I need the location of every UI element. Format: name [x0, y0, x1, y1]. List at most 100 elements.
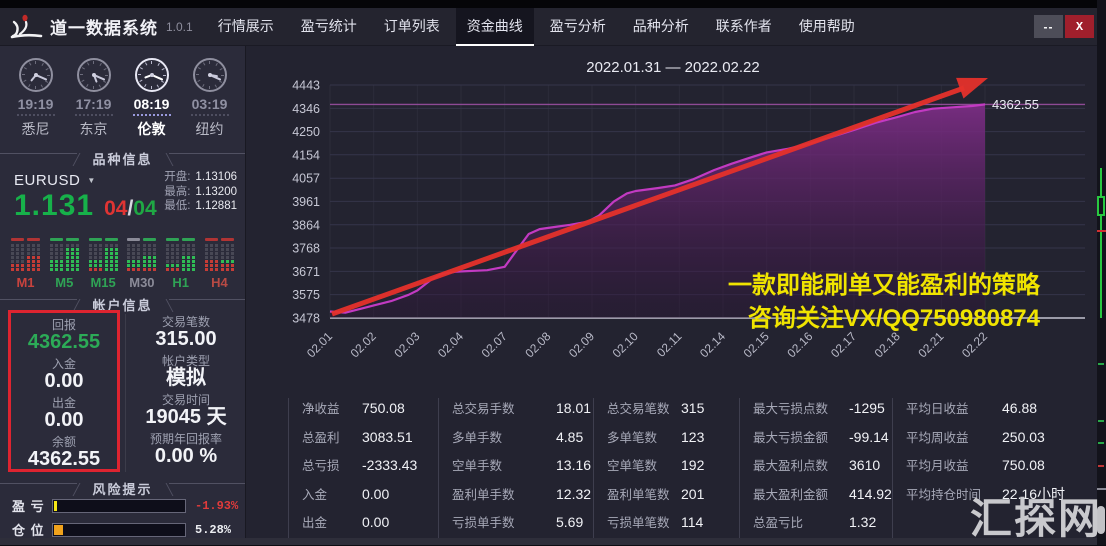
stat-label: 空单笔数 — [607, 459, 658, 473]
svg-text:02.16: 02.16 — [784, 329, 815, 360]
stat-value: 5.69 — [556, 514, 584, 530]
svg-text:02.09: 02.09 — [566, 329, 597, 360]
clock-city: 悉尼 — [21, 121, 50, 137]
svg-text:4057: 4057 — [292, 172, 320, 186]
clock-icon — [18, 58, 53, 92]
app-logo-icon — [10, 14, 44, 40]
section-title: 帐户信息 — [77, 298, 169, 313]
stat-label: 净收益 — [302, 402, 340, 416]
section-header-symbol-info: 品种信息 — [0, 152, 246, 168]
quote-label: 最低: — [164, 200, 191, 212]
account-row-value: 模拟 — [166, 367, 206, 389]
close-button[interactable]: X — [1065, 15, 1094, 38]
stat-value: -2333.43 — [362, 457, 418, 473]
nav-tab-3[interactable]: 资金曲线 — [455, 8, 534, 46]
stat-row: 入金 0.00 — [302, 484, 438, 503]
nav-tab-0[interactable]: 行情展示 — [217, 17, 274, 34]
background-window-strip — [1097, 0, 1106, 545]
dash-fragment — [1098, 363, 1104, 365]
meter-bars — [10, 244, 41, 271]
account-row: 交易笔数 315.00 — [132, 315, 240, 350]
clock-city: 东京 — [79, 121, 108, 137]
timeframe-meter-m5: M5 — [49, 238, 80, 290]
stat-label: 多单手数 — [452, 430, 503, 445]
trend-arrow-line — [331, 85, 965, 317]
x-axis-labels: 02.01 02.02 02.03 02.04 02.07 02.08 02.09 02.10… — [304, 329, 990, 360]
stat-row: 最大盈利金额 414.92 — [753, 484, 892, 503]
timeframe-label: M30 — [129, 275, 155, 290]
quote-label: 最高: — [164, 185, 191, 198]
meter-bars — [49, 244, 80, 271]
clock-time: 17:19 — [75, 96, 112, 112]
sidebar: 19:19 悉尼 17:19 东京 08:19 伦敦 03:19 纽约 品种信息 EURUSD… — [0, 46, 246, 538]
statistics-table: 净收益 750.08 总盈利 3083.51 总亏损 -2333.43 入金 0.00 出金 0.… — [288, 398, 1097, 538]
clock-time: 19:19 — [17, 96, 54, 112]
divider — [125, 314, 126, 472]
symbol-panel: EURUSD ▼ 1.131 04/04 开盘: 1.13106 最高: 1.1320… — [14, 170, 239, 236]
background-button-fragment — [1097, 506, 1105, 534]
stat-label: 总盈亏比 — [753, 516, 804, 530]
risk-progress-bar — [52, 522, 186, 537]
stat-label: 最大盈利金额 — [753, 487, 829, 502]
equity-curve-line — [329, 103, 986, 314]
minimize-button[interactable]: -- — [1034, 15, 1063, 38]
stat-row: 总交易笔数 315 — [607, 398, 739, 417]
clock-city: 伦敦 — [137, 121, 166, 137]
svg-text:4346: 4346 — [292, 102, 320, 116]
nav-tab-7[interactable]: 使用帮助 — [798, 17, 855, 34]
stat-row: 多单手数 4.85 — [452, 427, 593, 446]
nav-tab-2[interactable]: 订单列表 — [383, 17, 440, 34]
quote-value: 1.13200 — [195, 185, 237, 198]
svg-text:4154: 4154 — [292, 148, 320, 162]
world-clock-3: 03:19 纽约 — [182, 58, 237, 139]
risk-progress-bar — [52, 498, 186, 513]
risk-row-1: 仓 位 5.28% — [12, 522, 239, 538]
nav-tab-5[interactable]: 品种分析 — [632, 17, 689, 34]
svg-text:02.04: 02.04 — [435, 329, 466, 360]
stat-value: 18.01 — [556, 400, 592, 416]
symbol-selector[interactable]: EURUSD ▼ — [14, 172, 239, 189]
world-clock-1: 17:19 东京 — [66, 58, 121, 139]
ohlc-quotes: 开盘: 1.13106 最高: 1.13200 最低: 1.12881 — [164, 170, 237, 214]
account-row: 余额 4362.55 — [11, 435, 117, 470]
stat-row: 空单笔数 192 — [607, 455, 739, 474]
account-panel: 回报 4362.55 入金 0.00 出金 0.00 余额 4362.55 交易笔数 315.0… — [6, 310, 239, 478]
svg-text:02.22: 02.22 — [959, 329, 990, 360]
timeframe-meters: M1 M5 M15 M30 H1 H4 — [10, 238, 235, 290]
nav-tab-6[interactable]: 联系作者 — [715, 17, 772, 34]
meter-dash-indicators — [88, 238, 119, 241]
account-row: 回报 4362.55 — [11, 318, 117, 353]
clock-city: 纽约 — [195, 121, 224, 137]
quote-row: 最高: 1.13200 — [164, 185, 237, 200]
meter-dash-indicators — [49, 238, 80, 241]
account-row-label: 余额 — [51, 435, 76, 449]
account-row: 交易时间 19045 天 — [132, 393, 240, 428]
nav-tab-4[interactable]: 盈亏分析 — [549, 17, 606, 34]
nav-tab-1[interactable]: 盈亏统计 — [300, 17, 357, 34]
quote-row: 最低: 1.12881 — [164, 199, 237, 214]
stat-value: 114 — [681, 514, 704, 530]
account-row-label: 预期年回报率 — [149, 432, 222, 446]
svg-text:02.03: 02.03 — [391, 329, 422, 360]
stat-row: 最大亏损金额 -99.14 — [753, 427, 892, 446]
account-row-value: 4362.55 — [27, 448, 101, 470]
clock-dotted-separator — [190, 114, 229, 116]
account-row-value: 4362.55 — [27, 331, 101, 353]
section-header-account-info: 帐户信息 — [0, 298, 246, 314]
price-row: 1.131 04/04 — [14, 190, 239, 222]
stat-row: 最大盈利点数 3610 — [753, 455, 892, 474]
account-row: 帐户类型 模拟 — [132, 354, 240, 389]
stat-value: 3610 — [849, 457, 881, 473]
svg-text:4250: 4250 — [292, 125, 320, 139]
account-row-label: 交易时间 — [161, 393, 210, 407]
world-clock-0: 19:19 悉尼 — [8, 58, 63, 139]
timeframe-meter-h4: H4 — [204, 238, 235, 290]
stat-row: 多单笔数 123 — [607, 427, 739, 446]
timeframe-meter-m15: M15 — [88, 238, 119, 290]
stat-row: 亏损单笔数 114 — [607, 512, 739, 531]
stat-group-4: 平均日收益 46.88 平均周收益 250.03 平均月收益 750.08 平均持仓时间 22… — [892, 398, 1097, 538]
timeframe-label: M5 — [55, 275, 74, 290]
account-row-label: 出金 — [51, 396, 76, 410]
stat-label: 总交易笔数 — [607, 402, 670, 416]
stat-value: 0.00 — [362, 514, 390, 530]
